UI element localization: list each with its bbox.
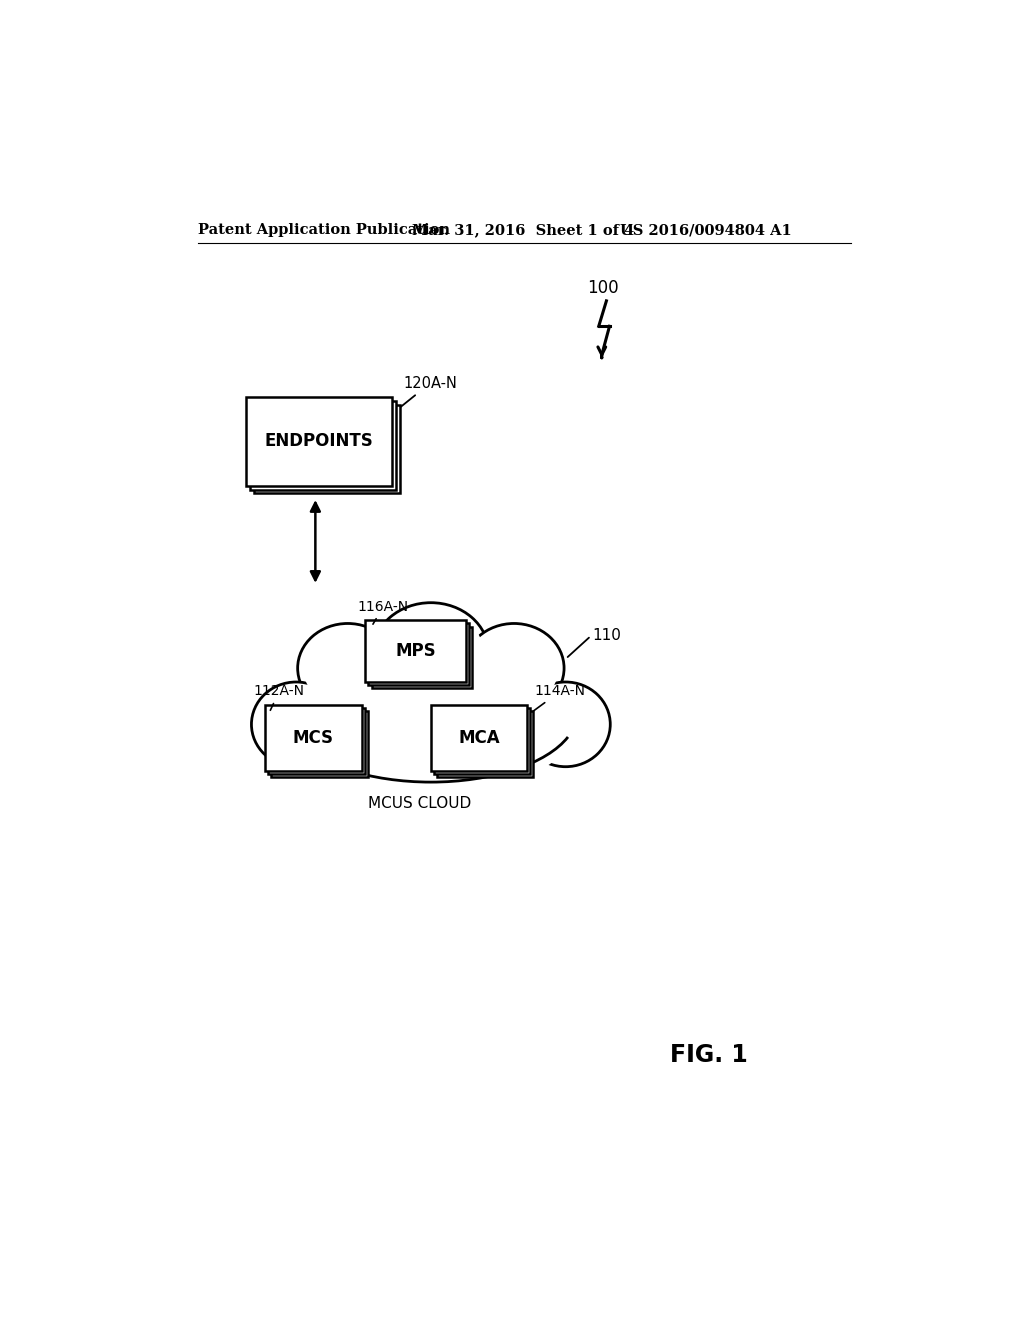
Bar <box>366 620 466 682</box>
Text: 110: 110 <box>593 628 622 643</box>
Text: 116A-N: 116A-N <box>357 599 409 624</box>
Ellipse shape <box>289 663 573 793</box>
Text: MCUS CLOUD: MCUS CLOUD <box>368 796 471 812</box>
Text: 120A-N: 120A-N <box>400 376 457 407</box>
Ellipse shape <box>464 623 564 713</box>
Bar <box>271 711 368 776</box>
Ellipse shape <box>258 688 335 762</box>
Ellipse shape <box>303 630 392 706</box>
Ellipse shape <box>252 682 341 767</box>
Text: MPS: MPS <box>395 643 436 660</box>
Ellipse shape <box>379 609 483 697</box>
Ellipse shape <box>285 644 578 781</box>
Text: ENDPOINTS: ENDPOINTS <box>265 433 374 450</box>
Bar <box>254 405 400 494</box>
Bar <box>434 708 530 774</box>
Text: Mar. 31, 2016  Sheet 1 of 4: Mar. 31, 2016 Sheet 1 of 4 <box>412 223 634 238</box>
Ellipse shape <box>521 682 610 767</box>
Ellipse shape <box>527 688 604 762</box>
Bar <box>265 705 361 771</box>
Bar <box>246 397 392 486</box>
Ellipse shape <box>373 603 488 702</box>
Ellipse shape <box>298 623 397 713</box>
Text: 112A-N: 112A-N <box>254 684 305 710</box>
Ellipse shape <box>464 623 564 713</box>
Text: MCA: MCA <box>458 729 500 747</box>
Bar <box>268 708 365 774</box>
Ellipse shape <box>373 603 488 702</box>
Bar <box>437 711 534 776</box>
Bar <box>372 627 472 688</box>
Text: 114A-N: 114A-N <box>534 684 586 711</box>
Ellipse shape <box>298 623 397 713</box>
Ellipse shape <box>252 682 341 767</box>
Ellipse shape <box>285 739 578 832</box>
Text: Patent Application Publication: Patent Application Publication <box>199 223 451 238</box>
Bar <box>250 401 396 490</box>
Bar <box>431 705 527 771</box>
Text: 100: 100 <box>587 279 618 297</box>
Ellipse shape <box>469 630 559 706</box>
Ellipse shape <box>285 667 578 805</box>
Text: US 2016/0094804 A1: US 2016/0094804 A1 <box>620 223 792 238</box>
Bar <box>369 623 469 685</box>
Ellipse shape <box>521 682 610 767</box>
Text: MCS: MCS <box>293 729 334 747</box>
Text: FIG. 1: FIG. 1 <box>670 1043 748 1068</box>
